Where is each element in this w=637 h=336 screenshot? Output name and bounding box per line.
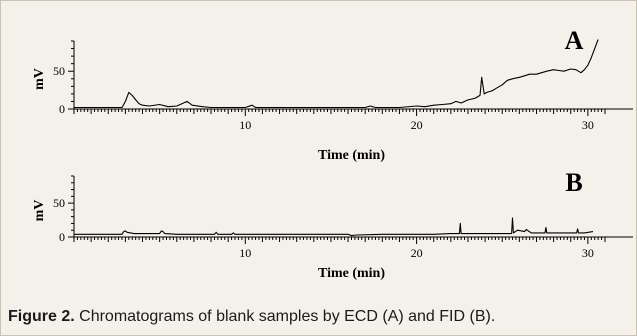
panel-a-y-tick-label: 0: [59, 102, 65, 116]
panel-a-x-tick-label: 30: [582, 118, 594, 132]
panel-a-x-tick-label: 20: [411, 118, 423, 132]
panel-b-y-axis-label: mV: [32, 200, 47, 222]
panel-b-x-tick-label: 30: [582, 246, 594, 260]
panel-b-trace: [74, 217, 594, 237]
figure-caption-label: Figure 2.: [8, 308, 75, 325]
chromatogram-plots: 0 50 10 20 30 Time (min) mV A 0 50 10 20 30 Time (min…: [32, 26, 633, 281]
panel-a-y-axis-label: mV: [32, 68, 47, 90]
panel-b-x-tick-label: 10: [239, 246, 251, 260]
panel-a-trace: [74, 39, 599, 109]
panel-b: 0 50 10 20 30 Time (min) mV B: [32, 168, 633, 281]
panel-b-label: B: [565, 168, 582, 197]
figure-caption-text: Chromatograms of blank samples by ECD (A…: [74, 308, 496, 325]
panel-b-y-tick-label: 0: [59, 230, 65, 244]
panel-a-y-tick-label: 50: [53, 64, 65, 78]
figure-caption: Figure 2. Chromatograms of blank samples…: [8, 304, 633, 330]
panel-a: 0 50 10 20 30 Time (min) mV A: [32, 26, 633, 163]
panel-b-x-axis-title: Time (min): [318, 266, 385, 281]
panel-a-x-axis-title: Time (min): [318, 148, 385, 163]
panel-a-x-tick-label: 10: [239, 118, 251, 132]
panel-b-x-tick-label: 20: [411, 246, 423, 260]
panel-a-label: A: [565, 26, 584, 55]
panel-b-y-tick-label: 50: [53, 196, 65, 210]
